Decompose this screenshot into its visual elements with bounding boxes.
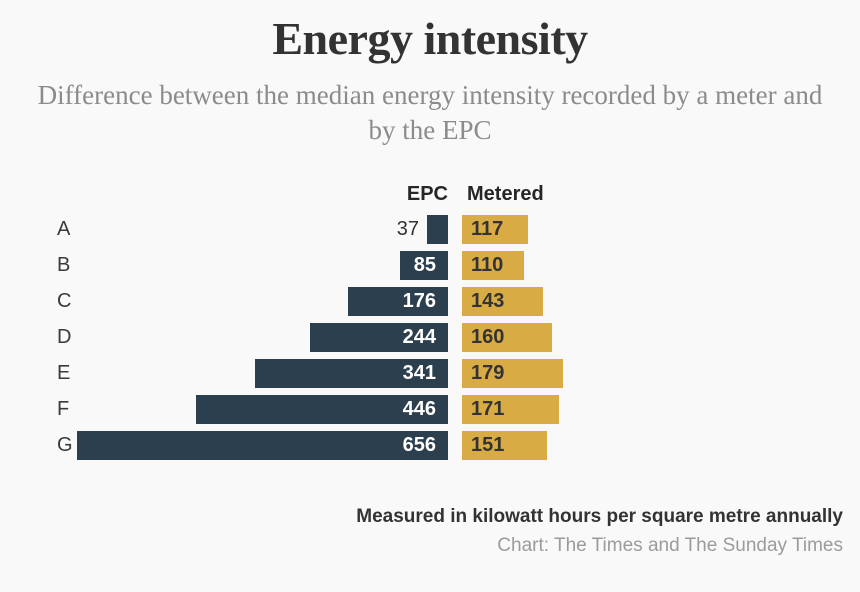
chart-row: B 85 110	[57, 250, 860, 280]
metered-bar-area: 117	[462, 214, 860, 244]
epc-bar-area: 37	[77, 214, 448, 244]
chart-subtitle: Difference between the median energy int…	[37, 79, 823, 146]
category-label: G	[57, 433, 73, 456]
chart-row: D 244 160	[57, 322, 860, 352]
metered-bar: 171	[462, 394, 559, 424]
epc-value-label: 446	[402, 397, 436, 420]
category-label: B	[57, 253, 71, 276]
chart-footer: Measured in kilowatt hours per square me…	[0, 506, 860, 557]
epc-value-label: 176	[402, 289, 436, 312]
chart-row: A 37 117	[57, 214, 860, 244]
metered-value-label: 110	[471, 253, 504, 276]
epc-bar: 341	[255, 358, 448, 388]
epc-bar-area: 176	[77, 286, 448, 316]
paired-bar-chart: EPC Metered A 37 117 B 85 110 C 176 143 D 244 160 E 3…	[57, 183, 860, 460]
epc-bar-area: 446	[77, 394, 448, 424]
page-title: Energy intensity	[272, 13, 588, 64]
metered-column-header: Metered	[467, 182, 544, 205]
metered-value-label: 160	[471, 325, 505, 348]
metered-bar: 117	[462, 214, 528, 244]
category-label: D	[57, 325, 72, 348]
epc-value-label: 85	[413, 253, 436, 276]
metered-bar-area: 160	[462, 322, 860, 352]
epc-bar-area: 656	[77, 430, 448, 460]
metered-bar: 143	[462, 286, 543, 316]
epc-column-header: EPC	[406, 182, 448, 205]
metered-value-label: 143	[471, 289, 505, 312]
chart-card: Energy intensity Difference between the …	[0, 13, 860, 557]
epc-bar-area: 85	[77, 250, 448, 280]
metered-bar-area: 179	[462, 358, 860, 388]
epc-value-label: 244	[402, 325, 436, 348]
metered-bar-area: 143	[462, 286, 860, 316]
category-label: F	[57, 397, 70, 420]
chart-row: E 341 179	[57, 358, 860, 388]
epc-bar-area: 244	[77, 322, 448, 352]
category-label: C	[57, 289, 72, 312]
metered-bar-area: 151	[462, 430, 860, 460]
column-headers: EPC Metered	[57, 183, 860, 206]
chart-row: F 446 171	[57, 394, 860, 424]
category-label: A	[57, 217, 71, 240]
epc-bar: 244	[310, 322, 448, 352]
epc-bar: 446	[196, 394, 448, 424]
epc-value-label: 37	[396, 217, 419, 240]
epc-bar	[427, 214, 448, 244]
metered-bar: 151	[462, 430, 547, 460]
chart-rows: A 37 117 B 85 110 C 176 143 D 244 160 E 341 179 F 446 171…	[57, 214, 860, 460]
epc-bar-area: 341	[77, 358, 448, 388]
metered-value-label: 117	[471, 217, 504, 240]
metered-value-label: 151	[471, 433, 505, 456]
metered-bar-area: 110	[462, 250, 860, 280]
metered-bar-area: 171	[462, 394, 860, 424]
chart-row: G 656 151	[57, 430, 860, 460]
metered-bar: 179	[462, 358, 563, 388]
category-label: E	[57, 361, 71, 384]
metered-value-label: 171	[471, 397, 505, 420]
epc-bar: 656	[77, 430, 448, 460]
metered-bar: 160	[462, 322, 552, 352]
chart-credit: Chart: The Times and The Sunday Times	[497, 534, 843, 556]
epc-bar: 176	[348, 286, 448, 316]
epc-value-label: 341	[402, 361, 436, 384]
metered-value-label: 179	[471, 361, 505, 384]
unit-note: Measured in kilowatt hours per square me…	[356, 505, 843, 527]
epc-value-label: 656	[402, 433, 436, 456]
epc-bar: 85	[400, 250, 448, 280]
chart-row: C 176 143	[57, 286, 860, 316]
metered-bar: 110	[462, 250, 524, 280]
